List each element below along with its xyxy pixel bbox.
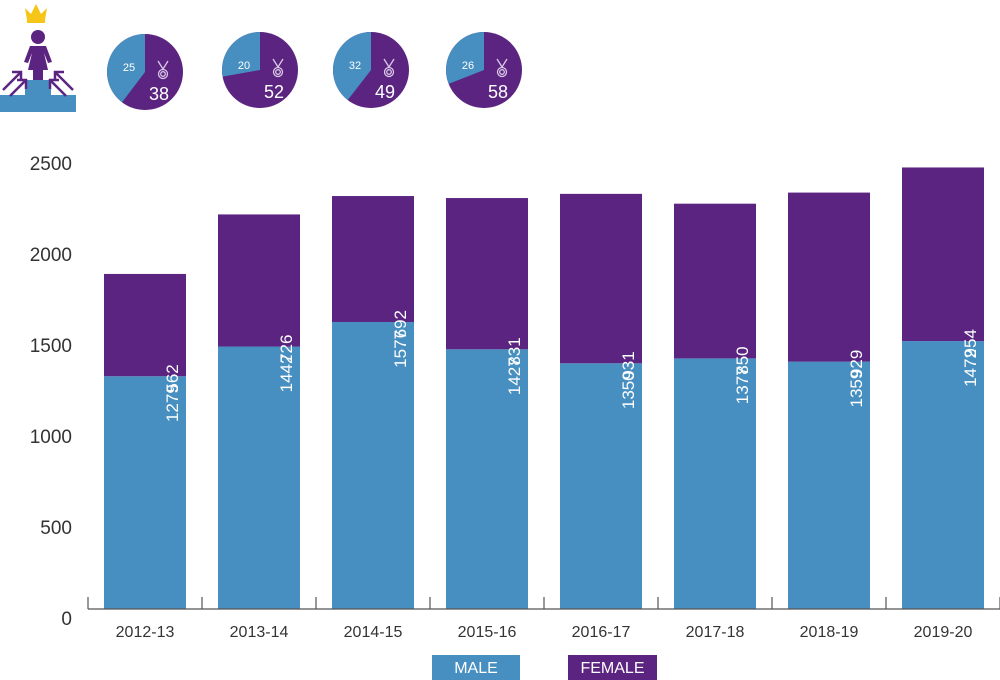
bar-value-label-female: 692	[391, 310, 410, 338]
x-tick-label: 2019-20	[914, 624, 973, 641]
medal-icon	[272, 58, 284, 78]
y-tick-label: 1000	[30, 427, 72, 448]
arrows-icon	[2, 70, 74, 97]
y-tick-label: 2500	[30, 154, 72, 175]
y-tick-label: 500	[40, 518, 72, 539]
pie-female-value: 58	[488, 82, 508, 102]
bar-value-label-female: 850	[733, 346, 752, 374]
bar-segment-female	[560, 193, 642, 364]
x-tick-label: 2012-13	[116, 624, 175, 641]
bar-segment-male	[218, 346, 300, 609]
bar-value-label-female: 931	[619, 351, 638, 379]
y-axis: 0 500 1000 1500 2000 2500	[30, 154, 72, 630]
x-tick-label: 2014-15	[344, 624, 403, 641]
pie-slice-male	[221, 32, 260, 77]
pie-female-value: 52	[264, 82, 284, 102]
pie-female-value: 38	[149, 84, 169, 104]
pie-slice-male	[333, 32, 371, 101]
bar-segment-male	[788, 361, 870, 609]
x-tick-label: 2018-19	[800, 624, 859, 641]
x-axis: 2012-13 2013-14 2014-15 2015-16 2016-17 2017-…	[87, 597, 1000, 641]
bar-segment-female	[788, 192, 870, 362]
pie-male-value: 25	[123, 62, 135, 74]
bar-segment-female	[104, 273, 186, 377]
bar-segment-male	[902, 341, 984, 609]
woman-on-podium-with-crown-icon	[0, 4, 76, 112]
bar-segment-female	[446, 198, 528, 350]
medal-icon	[157, 60, 169, 80]
woman-body	[24, 46, 52, 80]
bar-segment-male	[104, 376, 186, 609]
pie-male-value: 26	[462, 60, 474, 72]
legend-female-label: FEMALE	[580, 660, 644, 677]
bar-value-label-female: 954	[961, 329, 980, 357]
bar-value-label-male: 1577	[391, 330, 410, 368]
pie-male-value: 20	[238, 60, 250, 72]
crown-band	[27, 20, 45, 23]
woman-head	[31, 30, 45, 44]
y-tick-label: 2000	[30, 245, 72, 266]
bar-value-label-male: 1442	[277, 355, 296, 393]
bar-value-label-female: 726	[277, 335, 296, 363]
legend: MALE FEMALE	[432, 655, 657, 680]
bar-segment-male	[446, 349, 528, 609]
pie-chart: 26 58	[446, 32, 522, 108]
bar-value-label-female: 929	[847, 350, 866, 378]
legend-male-label: MALE	[454, 660, 498, 677]
pie-male-value: 32	[349, 60, 361, 72]
pie-slice-male	[107, 34, 145, 103]
x-tick-label: 2017-18	[686, 624, 745, 641]
pie-chart: 32 49	[333, 32, 409, 108]
crown-icon	[25, 4, 47, 20]
bar-segment-male	[332, 321, 414, 609]
bar-value-label-male: 1350	[619, 371, 638, 409]
medal-icon	[383, 58, 395, 78]
bar-segment-female	[218, 214, 300, 347]
bar-segment-male	[560, 363, 642, 609]
bar-value-label-male: 1377	[733, 366, 752, 404]
bar-value-label-male: 1427	[505, 357, 524, 395]
x-tick-label: 2015-16	[458, 624, 517, 641]
bar-value-label-female: 562	[163, 364, 182, 392]
bar-segment-female	[674, 203, 756, 359]
bar-value-label-male: 1279	[163, 384, 182, 422]
pie-chart: 25 38	[107, 34, 183, 110]
y-tick-label: 1500	[30, 336, 72, 357]
x-tick-label: 2013-14	[230, 624, 289, 641]
legend-male-swatch	[432, 655, 520, 680]
bar-value-label-male: 1359	[847, 370, 866, 408]
bar-value-label-male: 1472	[961, 349, 980, 387]
x-tick-label: 2016-17	[572, 624, 631, 641]
bar-value-label-female: 831	[505, 337, 524, 365]
podium-top	[25, 80, 51, 95]
legend-female-swatch	[568, 655, 657, 680]
y-tick-label: 0	[61, 609, 72, 630]
bar-segment-female	[902, 167, 984, 342]
bar-segment-female	[332, 196, 414, 322]
medal-icon	[496, 58, 508, 78]
pie-slice-male	[446, 32, 484, 84]
podium-base	[0, 95, 76, 112]
bar-segment-male	[674, 358, 756, 609]
pie-female-value: 49	[375, 82, 395, 102]
